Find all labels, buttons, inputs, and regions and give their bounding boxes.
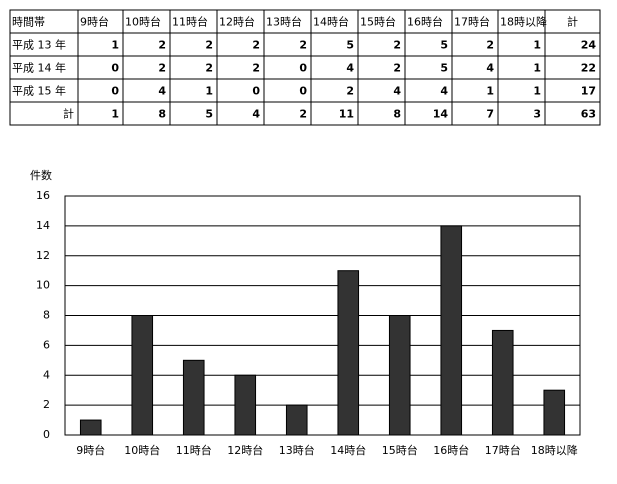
x-tick-label: 10時台 xyxy=(124,443,160,457)
table-cell-text: 計 xyxy=(63,107,74,121)
table-header: 11時台 xyxy=(172,15,208,29)
x-tick-label: 14時台 xyxy=(330,443,366,457)
table-cell-text: 1 xyxy=(533,62,541,75)
table-cell-text: 14 xyxy=(433,108,449,121)
table-header: 17時台 xyxy=(454,15,490,29)
table-cell-text: 2 xyxy=(158,62,166,75)
table-header: 15時台 xyxy=(360,15,396,29)
table-cell-text: 4 xyxy=(252,108,260,121)
table-cell-text: 8 xyxy=(158,108,166,121)
table-cell-text: 1 xyxy=(533,85,541,98)
bar xyxy=(491,329,514,436)
bar xyxy=(79,419,102,436)
y-tick-label: 10 xyxy=(36,279,50,292)
x-tick-label: 12時台 xyxy=(227,443,263,457)
table-cell-text: 平成 15 年 xyxy=(12,84,66,98)
plot-frame xyxy=(64,195,581,436)
bar xyxy=(337,270,360,436)
table-cell-text: 0 xyxy=(252,85,260,98)
table-cell-text: 1 xyxy=(111,108,119,121)
table-cell-text: 4 xyxy=(393,85,401,98)
table-cell-text: 11 xyxy=(339,108,354,121)
y-tick-label: 12 xyxy=(36,249,50,262)
y-tick-label: 8 xyxy=(43,309,50,322)
table-cell-text: 0 xyxy=(111,85,119,98)
table-cell-text: 17 xyxy=(581,85,596,98)
table-header: 時間帯 xyxy=(12,16,45,29)
table-cell-text: 1 xyxy=(111,39,119,52)
table-header: 16時台 xyxy=(407,15,443,29)
table-cell-text: 2 xyxy=(252,39,260,52)
table-cell-text: 24 xyxy=(581,39,597,52)
table-header: 計 xyxy=(567,15,578,29)
bar xyxy=(182,359,205,436)
table-header: 10時台 xyxy=(125,15,161,29)
table-cell-text: 4 xyxy=(440,85,448,98)
table-cell-text: 平成 13 年 xyxy=(12,38,66,52)
table-header: 13時台 xyxy=(266,15,302,29)
y-tick-label: 2 xyxy=(43,398,50,411)
table-cell-text: 5 xyxy=(440,39,448,52)
table-cell-text: 4 xyxy=(158,85,166,98)
bar xyxy=(388,315,411,436)
table-cell-text: 5 xyxy=(440,62,448,75)
table-cell-text: 4 xyxy=(486,62,494,75)
table-cell-text: 2 xyxy=(205,62,213,75)
table-cell-text: 0 xyxy=(299,62,307,75)
table-cell-text: 2 xyxy=(299,108,307,121)
table-cell-text: 63 xyxy=(581,108,596,121)
table-cell-text: 22 xyxy=(581,62,596,75)
table-header: 9時台 xyxy=(80,15,109,29)
bar xyxy=(131,315,154,436)
table-cell-text: 4 xyxy=(346,62,354,75)
table-cell-text: 7 xyxy=(486,108,494,121)
table-header: 18時以降 xyxy=(500,15,547,29)
x-tick-label: 17時台 xyxy=(485,443,521,457)
table-cell-text: 1 xyxy=(486,85,494,98)
table-cell xyxy=(544,101,601,126)
x-tick-label: 13時台 xyxy=(279,443,315,457)
bar xyxy=(543,389,566,436)
bar xyxy=(234,374,257,436)
table-cell-text: 2 xyxy=(486,39,494,52)
x-tick-label: 11時台 xyxy=(176,443,212,457)
bar xyxy=(440,225,463,436)
x-tick-label: 9時台 xyxy=(76,443,105,457)
bar xyxy=(285,404,308,436)
y-tick-label: 0 xyxy=(43,428,50,441)
table-cell-text: 平成 14 年 xyxy=(12,61,66,75)
table-cell-text: 1 xyxy=(533,39,541,52)
table-cell-text: 0 xyxy=(299,85,307,98)
x-tick-label: 18時以降 xyxy=(531,443,578,457)
y-axis-label: 件数 xyxy=(30,169,52,182)
y-tick-label: 4 xyxy=(43,368,50,381)
table-cell-text: 2 xyxy=(252,62,260,75)
table-cell-text: 2 xyxy=(393,39,401,52)
table-cell-text: 2 xyxy=(158,39,166,52)
y-tick-label: 14 xyxy=(36,219,50,232)
table-cell-text: 5 xyxy=(346,39,354,52)
table-cell-text: 2 xyxy=(346,85,354,98)
table-cell-text: 2 xyxy=(299,39,307,52)
table-cell-text: 1 xyxy=(205,85,213,98)
table-cell-text: 8 xyxy=(393,108,401,121)
table-cell-text: 5 xyxy=(205,108,213,121)
table-cell-text: 3 xyxy=(533,108,541,121)
table-cell-text: 2 xyxy=(205,39,213,52)
x-tick-label: 15時台 xyxy=(382,443,418,457)
y-tick-label: 6 xyxy=(43,338,50,351)
table-header: 12時台 xyxy=(219,15,255,29)
y-tick-label: 16 xyxy=(36,189,50,202)
table-cell-text: 0 xyxy=(111,62,119,75)
table-cell-text: 2 xyxy=(393,62,401,75)
x-tick-label: 16時台 xyxy=(433,443,469,457)
table-header: 14時台 xyxy=(313,15,349,29)
